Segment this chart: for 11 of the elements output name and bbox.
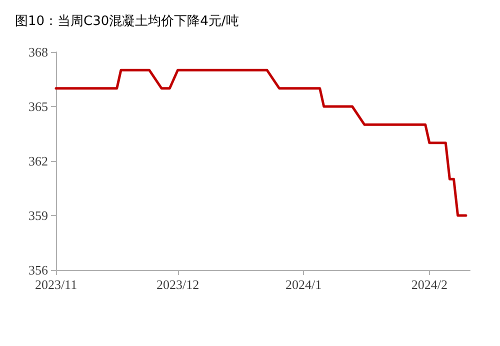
x-tick-label: 2023/12 [156, 277, 200, 292]
x-tick-label: 2024/1 [286, 277, 322, 292]
line-series [54, 68, 468, 217]
y-tick-label: 356 [28, 262, 48, 278]
y-tick-label: 365 [28, 99, 48, 114]
x-tick-label: 2024/2 [411, 277, 448, 292]
y-tick-label: 362 [28, 154, 48, 168]
y-tick-label: 368 [28, 44, 48, 60]
x-tick-label: 2023/11 [34, 277, 78, 292]
chart-title: 图10：当周C30混凝土均价下降4元/吨 [15, 14, 239, 29]
y-tick-label: 359 [28, 208, 48, 223]
